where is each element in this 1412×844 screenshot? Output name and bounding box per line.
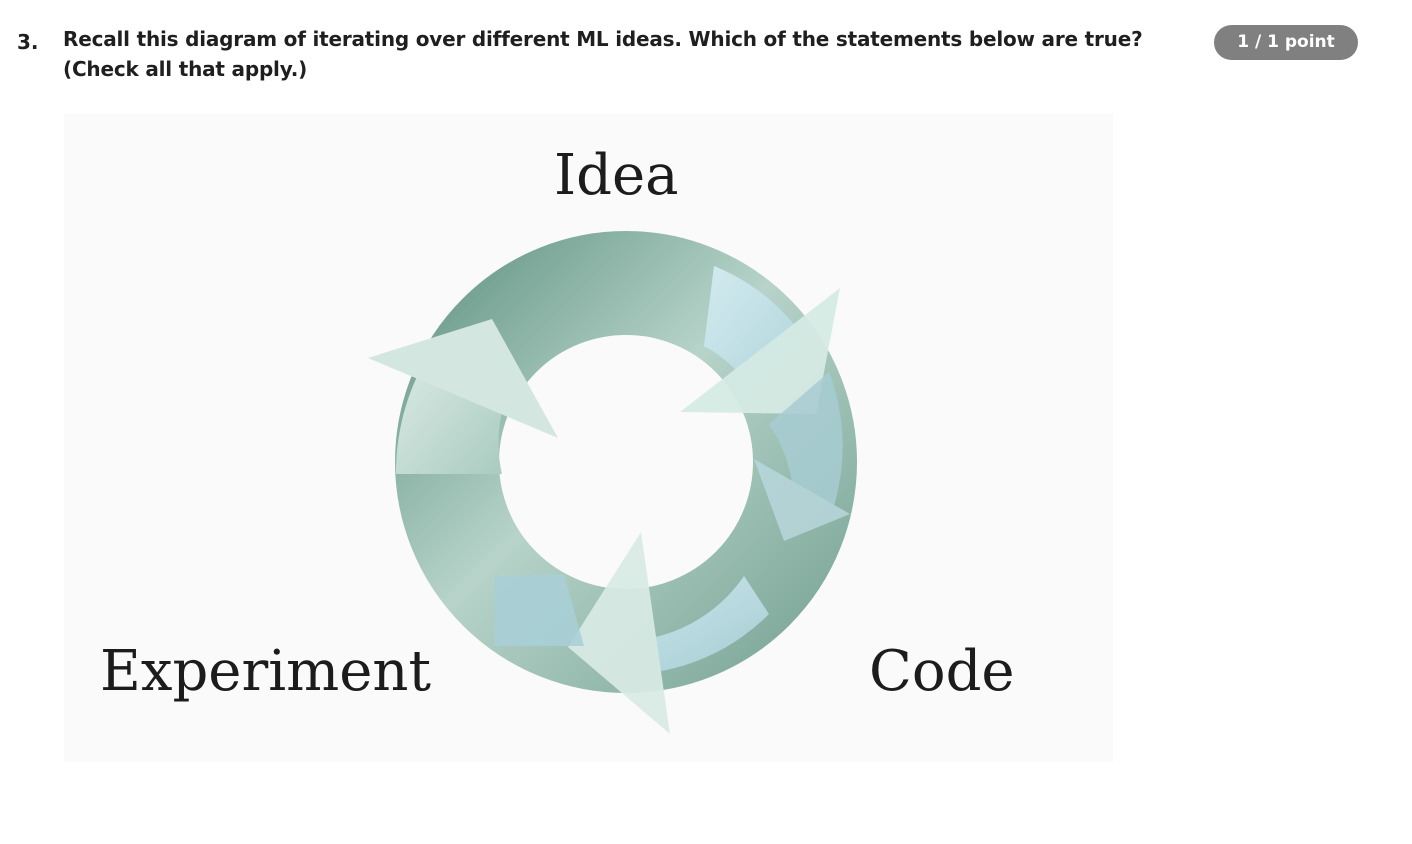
arrow-right-segment [754, 372, 850, 541]
cycle-arrows-graphic [368, 231, 857, 734]
node-label-code: Code [869, 639, 1015, 704]
question-prompt-line1: Recall this diagram of iterating over di… [63, 27, 1143, 51]
question-prompt-line2: (Check all that apply.) [63, 57, 308, 81]
arrow-idea-to-code [680, 266, 840, 414]
node-label-idea: Idea [554, 143, 679, 208]
question-number: 3. [17, 30, 39, 54]
arrow-code-to-experiment [568, 532, 769, 734]
question-prompt: Recall this diagram of iterating over di… [63, 24, 1143, 84]
arrow-bottom-left-segment [494, 574, 584, 646]
score-badge: 1 / 1 point [1214, 25, 1358, 60]
node-label-experiment: Experiment [100, 639, 431, 704]
arrow-experiment-to-idea [368, 319, 558, 474]
iteration-cycle-diagram: Idea Experiment Code [64, 114, 1113, 762]
